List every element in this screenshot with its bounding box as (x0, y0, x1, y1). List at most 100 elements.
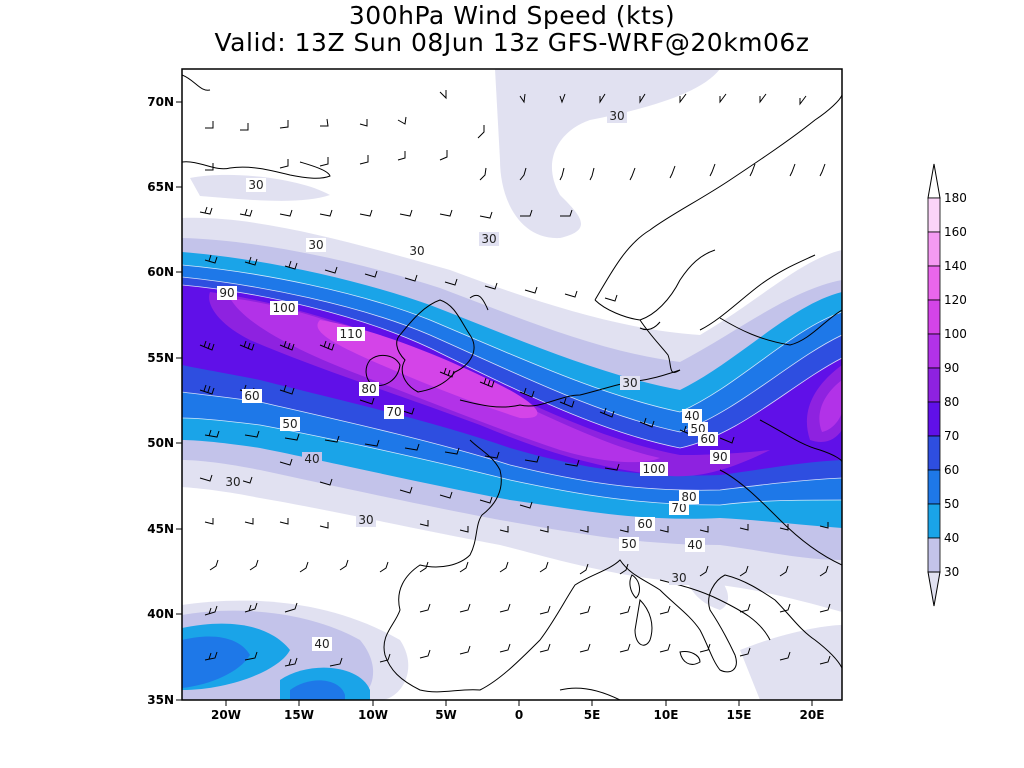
legend-level-label: 120 (944, 293, 967, 307)
svg-text:30: 30 (225, 475, 240, 489)
lon-label: 15W (284, 708, 314, 722)
lon-label: 10W (358, 708, 388, 722)
contour-label: 80 (359, 382, 379, 396)
contour-label: 40 (685, 538, 705, 552)
contour-label: 30 (356, 513, 376, 527)
contour-label: 60 (698, 432, 718, 446)
lon-label: 5W (435, 708, 457, 722)
wind-band-30-italy (686, 560, 729, 610)
legend-color-box (927, 299, 941, 335)
legend-color-box (927, 537, 941, 573)
lat-label: 65N (147, 180, 174, 194)
svg-text:50: 50 (621, 537, 636, 551)
title-line-2: Valid: 13Z Sun 08Jun 13z GFS-WRF@20km06z (214, 28, 810, 57)
contour-label: 30 (479, 232, 499, 246)
longitude-axis (225, 700, 813, 706)
lat-label: 50N (147, 436, 174, 450)
contour-label: 30 (669, 571, 689, 585)
contour-label: 70 (669, 501, 689, 515)
svg-text:40: 40 (314, 637, 329, 651)
svg-text:30: 30 (409, 244, 424, 258)
map-title: 300hPa Wind Speed (kts) Valid: 13Z Sun 0… (0, 2, 1024, 56)
svg-text:100: 100 (643, 462, 666, 476)
svg-text:100: 100 (273, 301, 296, 315)
lat-label: 60N (147, 265, 174, 279)
svg-text:110: 110 (340, 327, 363, 341)
contour-label: 30 (246, 178, 266, 192)
svg-text:30: 30 (481, 232, 496, 246)
svg-text:80: 80 (361, 382, 376, 396)
wind-barbs (199, 90, 831, 667)
contour-label: 90 (217, 286, 237, 300)
legend-level-label: 50 (944, 497, 959, 511)
legend-level-label: 180 (944, 191, 967, 205)
legend-level-label: 60 (944, 463, 959, 477)
contour-label: 100 (640, 462, 668, 476)
legend-color-box (927, 265, 941, 301)
contour-label: 100 (270, 301, 298, 315)
svg-text:30: 30 (609, 109, 624, 123)
svg-text:40: 40 (687, 538, 702, 552)
svg-text:90: 90 (219, 286, 234, 300)
svg-text:60: 60 (700, 432, 715, 446)
wind-band-60-south (290, 680, 345, 700)
lon-label: 20E (800, 708, 825, 722)
legend-under-triangle (927, 571, 941, 607)
lat-label: 55N (147, 351, 174, 365)
svg-text:40: 40 (684, 409, 699, 423)
latitude-labels: 70N 65N 60N 55N 50N 45N 40N 35N (147, 95, 174, 707)
legend-level-label: 140 (944, 259, 967, 273)
legend-color-box (927, 503, 941, 539)
contour-label: 70 (384, 405, 404, 419)
svg-text:60: 60 (637, 517, 652, 531)
legend-over-triangle (927, 163, 941, 199)
wind-band-30-se (740, 625, 842, 700)
svg-text:30: 30 (358, 513, 373, 527)
svg-text:80: 80 (681, 490, 696, 504)
svg-text:70: 70 (386, 405, 401, 419)
svg-text:50: 50 (282, 417, 297, 431)
legend-color-box (927, 197, 941, 233)
svg-text:40: 40 (304, 452, 319, 466)
lon-label: 5E (584, 708, 601, 722)
legend-color-box (927, 401, 941, 437)
wind-band-100-east (819, 380, 842, 432)
wind-band-110 (317, 320, 538, 419)
contour-label: 40 (302, 452, 322, 466)
legend-level-label: 70 (944, 429, 959, 443)
contour-label: 30 (223, 475, 243, 489)
contour-label: 60 (242, 389, 262, 403)
plot-frame (181, 68, 843, 701)
svg-text:30: 30 (248, 178, 263, 192)
contour-label: 110 (337, 327, 365, 341)
contour-label: 30 (620, 376, 640, 390)
legend-level-label: 30 (944, 565, 959, 579)
contour-label: 50 (280, 417, 300, 431)
svg-text:60: 60 (244, 389, 259, 403)
wind-band-60-iberia (182, 636, 250, 688)
legend-color-box (927, 435, 941, 471)
lat-label: 35N (147, 693, 174, 707)
legend-level-label: 160 (944, 225, 967, 239)
legend-labels: 30 40 50 60 70 80 90 100 120 140 160 180 (944, 191, 967, 579)
lon-label: 20W (211, 708, 241, 722)
longitude-labels: 20W 15W 10W 5W 0 5E 10E 15E 20E (211, 708, 824, 722)
contour-labels: 30 30 30 30 30 30 30 30 30 40 40 40 40 5… (217, 109, 730, 651)
contour-label: 30 (407, 244, 427, 258)
legend-color-box (927, 469, 941, 505)
lon-label: 15E (727, 708, 752, 722)
coastlines (182, 74, 842, 700)
legend-color-box (927, 333, 941, 369)
lat-label: 40N (147, 607, 174, 621)
contour-label: 60 (635, 517, 655, 531)
legend-color-box (927, 231, 941, 267)
title-line-1: 300hPa Wind Speed (kts) (348, 1, 676, 30)
legend-level-label: 80 (944, 395, 959, 409)
contour-label: 40 (682, 409, 702, 423)
svg-text:70: 70 (671, 501, 686, 515)
legend-boxes (927, 163, 941, 607)
contour-label: 80 (679, 490, 699, 504)
svg-text:30: 30 (671, 571, 686, 585)
